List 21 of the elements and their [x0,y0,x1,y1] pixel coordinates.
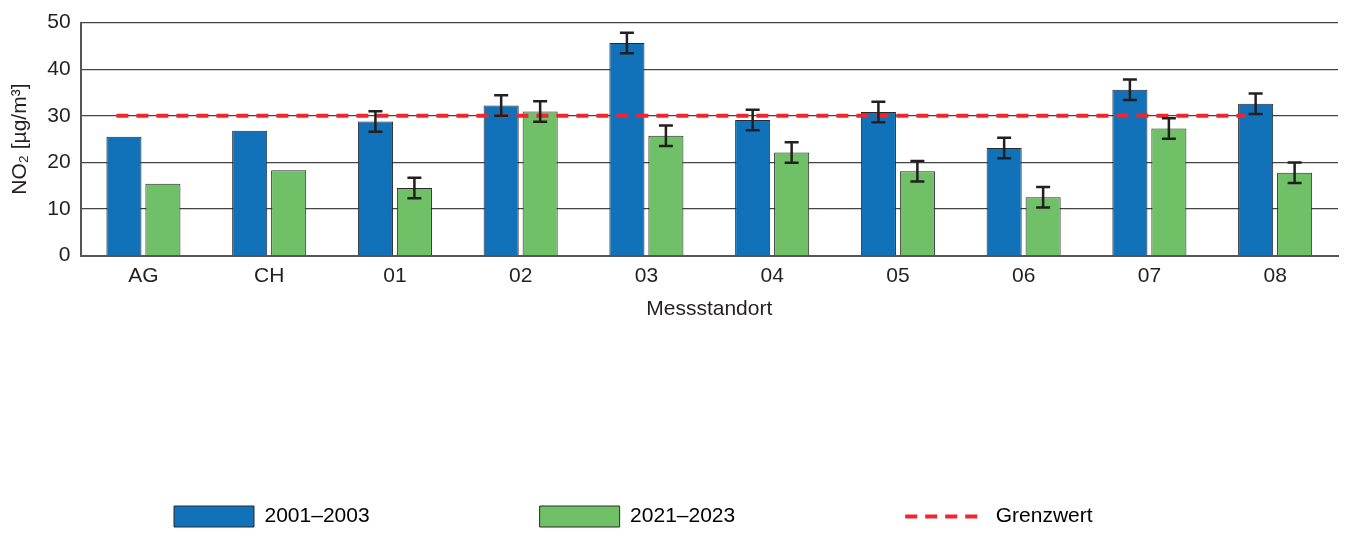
x-tick-label: 02 [508,263,533,286]
y-tick-label: 20 [47,149,71,173]
x-tick-label: 06 [1011,263,1036,286]
y-tick-label: 30 [47,102,71,126]
y-tick-label: 50 [47,9,71,33]
x-tick-label: 05 [886,263,910,286]
x-tick-label: 07 [1137,263,1162,286]
y-tick-label: 10 [47,195,71,219]
x-tick-label: 03 [634,263,659,286]
x-tick-label: AG [128,263,159,286]
legend-label: 2001–2003 [264,503,370,527]
x-tick-label: 01 [383,263,407,286]
legend-label: 2021–2023 [630,503,736,527]
y-tick-label: 40 [47,56,71,79]
x-tick-label: CH [254,263,285,286]
x-tick-label: 08 [1263,263,1287,286]
y-axis-title: NO₂ [µg/m³] [7,83,31,195]
y-tick-label: 0 [58,242,71,266]
legend-label: Grenzwert [995,503,1093,527]
x-tick-label: 04 [760,263,785,286]
x-axis-title: Messstandort [646,296,773,320]
